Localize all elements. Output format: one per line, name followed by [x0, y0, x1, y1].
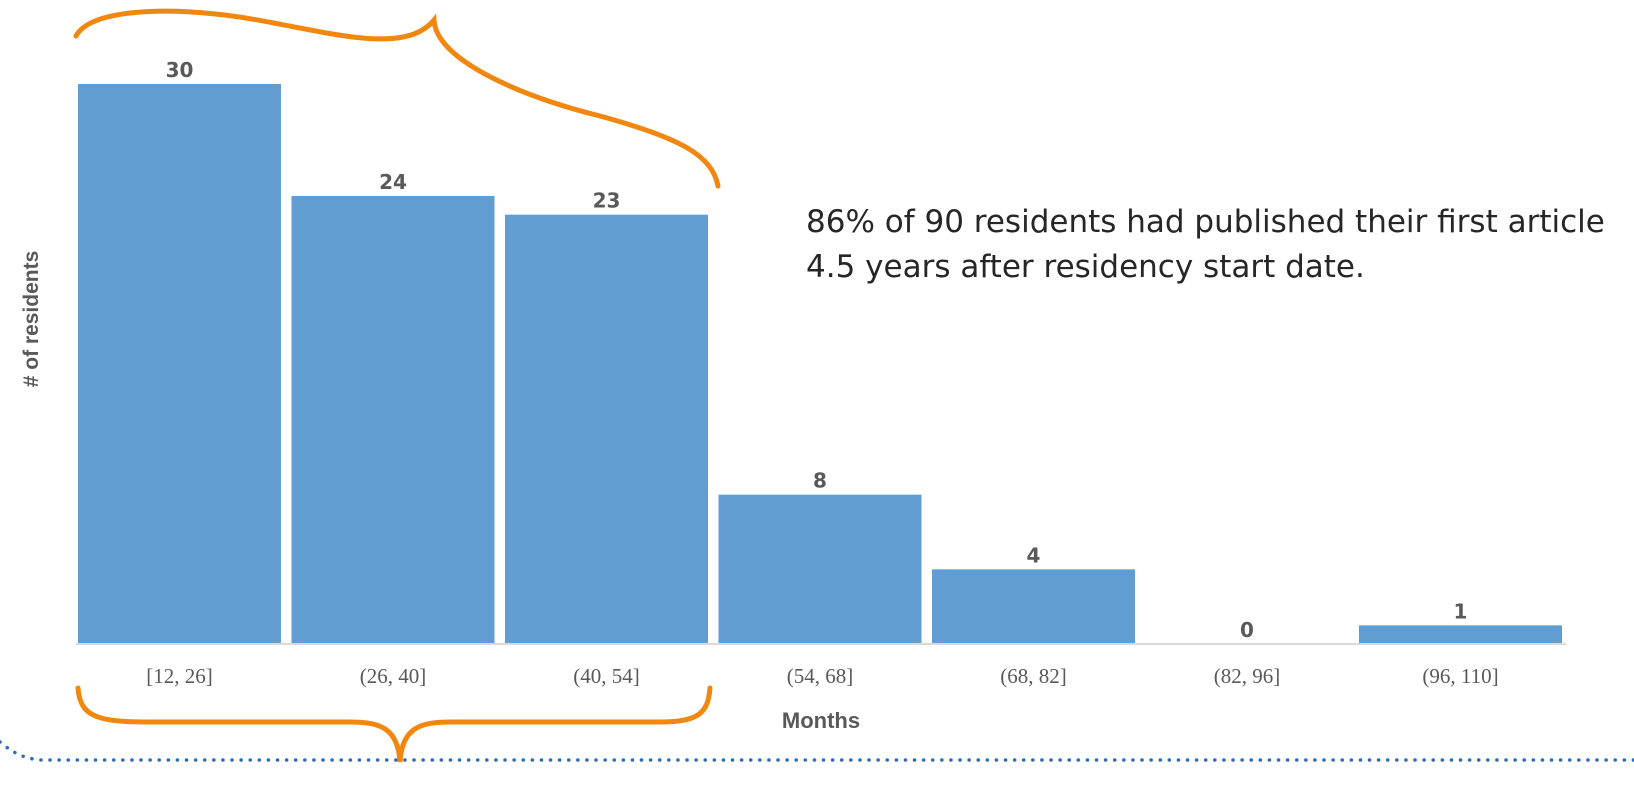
bar-6: [1359, 625, 1562, 644]
tick-label-1: (26, 40]: [360, 664, 427, 688]
dotted-divider: [0, 740, 1634, 762]
value-label-5: 0: [1240, 618, 1254, 642]
value-label-3: 8: [813, 469, 827, 493]
bars-group: [78, 84, 1562, 644]
tick-label-6: (96, 110]: [1422, 664, 1498, 688]
value-label-2: 23: [593, 189, 621, 213]
annotation-text: 86% of 90 residents had published their …: [806, 204, 1605, 285]
y-axis-title: # of residents: [20, 251, 43, 388]
tick-label-4: (68, 82]: [1000, 664, 1067, 688]
tick-labels-group: [12, 26] (26, 40] (40, 54] (54, 68] (68, 82]…: [146, 664, 1498, 688]
tick-label-0: [12, 26]: [146, 664, 213, 688]
bottom-brace: [75, 685, 713, 763]
value-label-4: 4: [1027, 543, 1041, 567]
tick-label-3: (54, 68]: [787, 664, 854, 688]
bar-4: [932, 569, 1135, 644]
value-label-6: 1: [1454, 599, 1468, 623]
top-brace: [73, 8, 721, 189]
value-labels-group: 30 24 23 8 4 0 1: [166, 58, 1468, 642]
tick-label-2: (40, 54]: [573, 664, 640, 688]
bar-1: [291, 196, 495, 644]
x-axis-title: Months: [782, 708, 860, 733]
tick-label-5: (82, 96]: [1214, 664, 1281, 688]
bar-2: [505, 214, 708, 644]
bar-0: [78, 84, 281, 644]
value-label-1: 24: [379, 170, 407, 194]
value-label-0: 30: [166, 58, 194, 82]
bar-3: [718, 494, 922, 644]
